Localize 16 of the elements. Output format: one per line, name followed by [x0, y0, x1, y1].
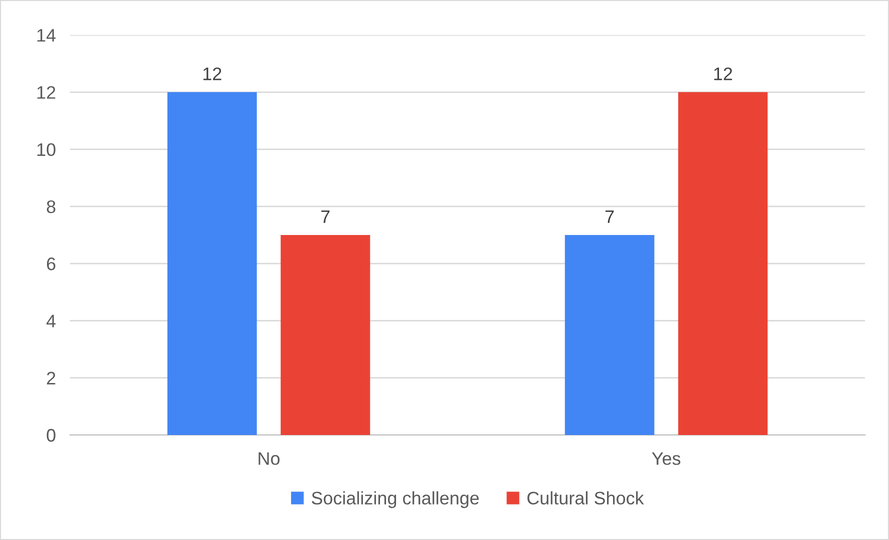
y-tick-label: 6 — [46, 258, 56, 270]
x-tick-label: Yes — [652, 452, 680, 465]
data-label: 12 — [714, 67, 732, 80]
y-tick-label: 14 — [37, 29, 56, 42]
y-tick-label: 10 — [37, 143, 56, 156]
data-label: 12 — [203, 67, 222, 80]
x-tick-label: No — [258, 452, 280, 465]
y-tick-label: 12 — [37, 86, 56, 99]
y-tick-label: 4 — [46, 314, 56, 328]
data-label: 7 — [321, 210, 330, 223]
y-tick-label: 2 — [46, 372, 56, 384]
y-tick-label: 8 — [46, 200, 56, 214]
legend-label: Cultural Shock — [527, 491, 644, 505]
legend-label: Socializing challenge — [312, 491, 479, 508]
y-tick-label: 0 — [46, 428, 56, 442]
data-label: 7 — [606, 210, 614, 223]
